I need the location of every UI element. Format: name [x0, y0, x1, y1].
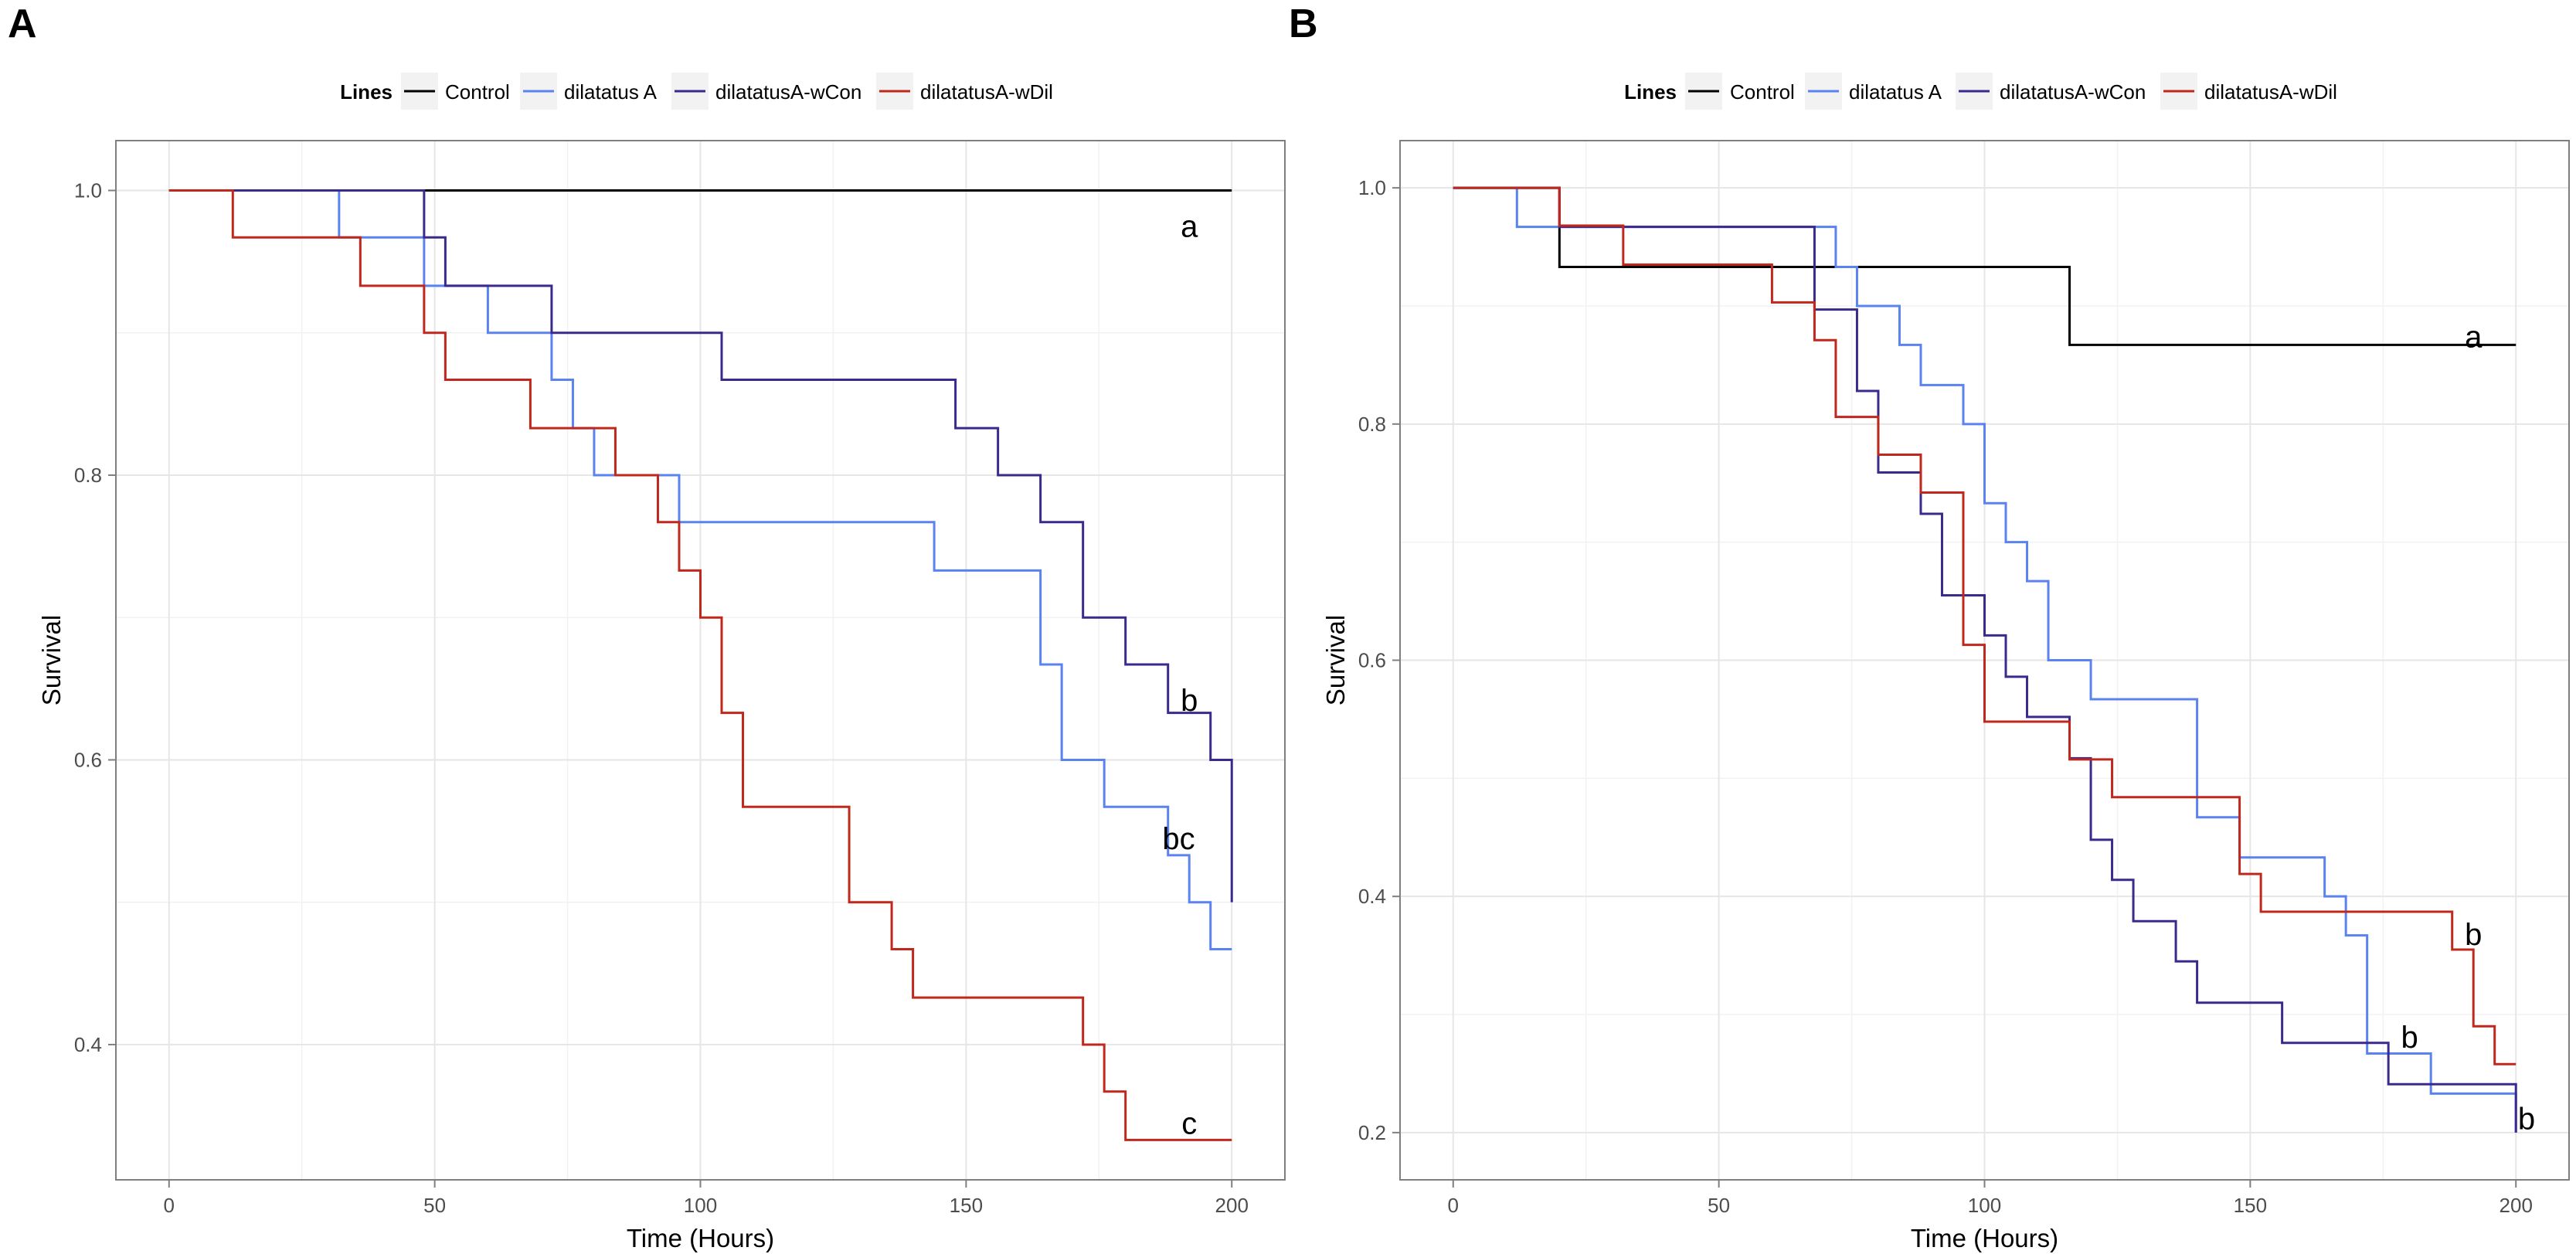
series-line-dilatatus-a	[1453, 186, 2517, 1133]
y-tick-label: 1.0	[1358, 176, 1386, 199]
x-tick-label: 100	[1968, 1194, 2001, 1217]
panel-b: 0 50 100 150 200 0.2 0.4 0.6 0.8 1.0 Time (Hours) S…	[1289, 2, 2570, 1252]
y-axis-title: Survival	[1321, 615, 1350, 705]
significance-letter: a	[1181, 210, 1198, 244]
y-tick-label: 0.8	[74, 464, 102, 487]
significance-letter: a	[2465, 321, 2483, 355]
legend-label: dilatatusA-wCon	[715, 80, 861, 104]
significance-letter: c	[1181, 1106, 1197, 1140]
y-tick-label: 0.8	[1358, 413, 1386, 436]
panel-label: B	[1289, 2, 1318, 46]
y-tick-label: 0.2	[1358, 1121, 1386, 1144]
x-tick-label: 150	[950, 1194, 983, 1217]
y-tick-label: 0.4	[1358, 885, 1386, 908]
legend-title: Lines	[340, 80, 393, 104]
x-tick-label: 50	[423, 1194, 446, 1217]
x-tick-label: 150	[2234, 1194, 2267, 1217]
legend-label: dilatatusA-wDil	[2204, 80, 2337, 104]
y-tick-label: 0.6	[1358, 649, 1386, 672]
legend-label: Control	[1730, 80, 1795, 104]
significance-letter: b	[2465, 918, 2482, 952]
panel-a: 0 50 100 150 200 0.4 0.6 0.8 1.0 Time (Hours) Surv…	[8, 2, 1286, 1252]
series-line-dilatatusa-wcon	[1453, 186, 2517, 1133]
legend-label: Control	[445, 80, 510, 104]
x-tick-label: 50	[1708, 1194, 1730, 1217]
legend-label: dilatatusA-wCon	[2000, 80, 2146, 104]
x-axis-title: Time (Hours)	[1911, 1224, 2058, 1252]
y-tick-label: 1.0	[74, 178, 102, 202]
series-line-dilatatusa-wcon	[168, 189, 1233, 902]
x-tick-label: 200	[1215, 1194, 1249, 1217]
significance-letter: b	[2401, 1021, 2418, 1055]
panel-label: A	[8, 2, 37, 46]
x-tick-label: 100	[684, 1194, 717, 1217]
legend: Lines Control dilatatus A dilatatusA-wCon di…	[1624, 71, 2337, 111]
x-tick-label: 0	[1448, 1194, 1459, 1217]
x-tick-label: 0	[164, 1194, 175, 1217]
legend-label: dilatatusA-wDil	[920, 80, 1053, 104]
legend-label: dilatatus A	[564, 80, 658, 104]
significance-letter: b	[1181, 684, 1198, 718]
y-axis-title: Survival	[37, 615, 66, 705]
legend-label: dilatatus A	[1849, 80, 1942, 104]
y-tick-label: 0.4	[74, 1033, 102, 1056]
x-tick-label: 200	[2500, 1194, 2533, 1217]
legend-title: Lines	[1624, 80, 1677, 104]
y-tick-label: 0.6	[74, 748, 102, 771]
legend: Lines Control dilatatus A dilatatusA-wCon di…	[340, 71, 1053, 111]
significance-letter: b	[2518, 1103, 2535, 1137]
series-line-dilatatusa-wdil	[168, 189, 1232, 1141]
series-line-dilatatusa-wdil	[1453, 186, 2517, 1065]
x-axis-title: Time (Hours)	[627, 1224, 774, 1252]
significance-letter: bc	[1162, 822, 1195, 856]
